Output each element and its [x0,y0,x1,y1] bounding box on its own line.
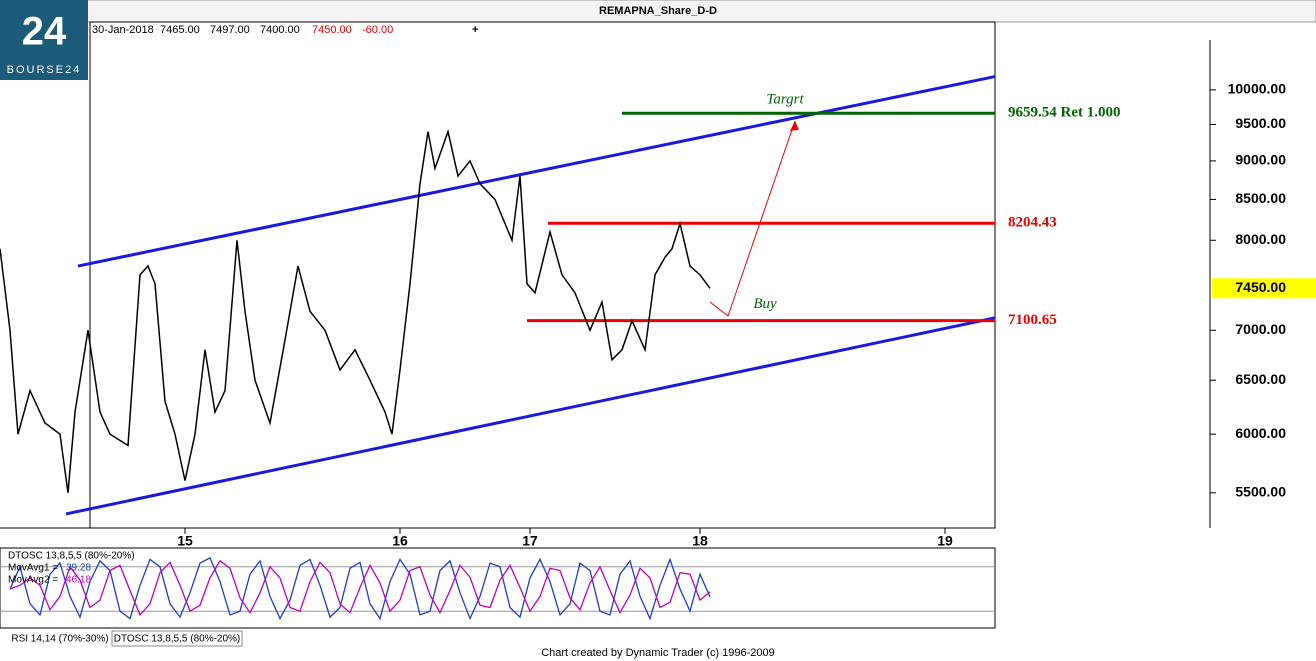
legend-value: 39.28 [66,563,91,574]
channel-line [65,316,996,516]
y-tick-label: 5500.00 [1235,483,1286,499]
level-label: 8204.43 [1008,215,1057,231]
osc-frame [0,547,996,629]
y-tick-label: 9500.00 [1235,115,1286,131]
osc-title: DTOSC 13,8,5,5 (80%-20%) [8,551,135,562]
footer: Chart created by Dynamic Trader (c) 1996… [541,647,775,659]
y-tick-label: 6000.00 [1235,425,1286,441]
logo-text: BOURSE24 [7,64,82,76]
x-tick-label: 18 [692,533,708,549]
last-price-label: 7450.00 [1235,279,1286,295]
x-tick-label: 17 [522,533,538,549]
header-close: 7450.00 [312,24,352,36]
header-date: 30-Jan-2018 [92,24,154,36]
x-tick-label: 19 [937,533,953,549]
y-tick-label: 7000.00 [1235,321,1286,337]
y-tick-label: 8500.00 [1235,190,1286,206]
tab[interactable]: DTOSC 13,8,5,5 (80%-20%) [114,634,241,645]
chart-title: REMAPNA_Share_D-D [599,5,717,17]
osc-line [9,559,711,617]
header-high: 7497.00 [210,24,250,36]
osc-line [9,557,711,621]
header-change: -60.00 [362,24,393,36]
x-tick-label: 16 [392,533,408,549]
legend-value: 46.18 [66,575,91,586]
tab[interactable]: RSI 14,14 (70%-30%) [11,634,108,645]
header-open: 7465.00 [160,24,200,36]
arrow [709,120,796,317]
x-tick-label: 15 [177,533,193,549]
arrow-head [790,120,799,131]
price-line [0,128,711,493]
level-label: 9659.54 Ret 1.000 [1008,105,1121,121]
logo-box [0,0,88,80]
channel-line [77,75,996,268]
y-tick-label: 6500.00 [1235,371,1286,387]
legend-name: MovAvg1 = [8,563,58,574]
annotation: Targrt [766,92,804,108]
header-low: 7400.00 [260,24,300,36]
y-tick-label: 8000.00 [1235,231,1286,247]
last-price-box [1212,278,1316,299]
annotation: Buy [753,296,777,312]
tab-active[interactable] [111,630,243,647]
add-button[interactable]: + [472,24,478,36]
y-tick-label: 9000.00 [1235,152,1286,168]
legend-name: MovAvg2 = [8,575,58,586]
level-label: 7100.65 [1008,312,1057,328]
y-tick-label: 10000.00 [1228,81,1287,97]
logo-mark: 24 [22,10,67,54]
